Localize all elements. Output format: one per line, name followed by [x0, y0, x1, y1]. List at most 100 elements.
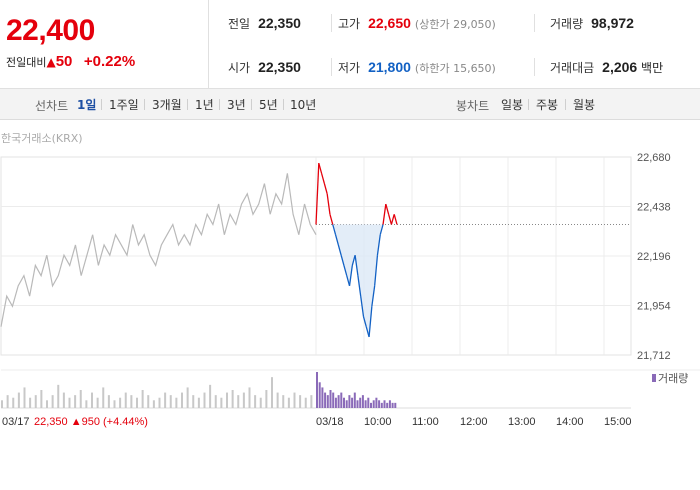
volume-bar-today — [388, 400, 391, 408]
price-box: 22,400 전일대비▲50 +0.22% — [0, 0, 209, 89]
volume-bar-prev — [287, 397, 290, 408]
volume-bar-prev — [175, 397, 178, 408]
x-tick-label: 10:00 — [364, 416, 392, 428]
volume-bar-prev — [79, 390, 82, 408]
volume-bar-prev — [62, 392, 65, 408]
candle-weekly-button[interactable]: 주봉 — [536, 98, 559, 112]
volume-bar-prev — [57, 384, 60, 408]
change-rate: +0.22% — [83, 53, 136, 70]
y-tick-label: 22,680 — [637, 152, 671, 164]
period-5y-button[interactable]: 5년 — [259, 98, 278, 112]
prev-day-line — [0, 173, 317, 327]
stat-amount: 거래대금 2,206 백만 — [550, 59, 664, 75]
volume-bar-prev — [102, 387, 105, 408]
volume-bar-today — [370, 402, 372, 408]
prev-day-rate: (+4.44%) — [103, 416, 148, 428]
volume-bar-prev — [197, 397, 200, 408]
change-row: 전일대비▲50 +0.22% — [6, 53, 135, 70]
volume-bar-prev — [68, 397, 71, 408]
period-1d-button[interactable]: 1일 — [77, 98, 97, 112]
today-up-segment — [387, 214, 393, 225]
data-source: 한국거래소(KRX) — [1, 132, 83, 145]
volume-bar-today — [367, 397, 370, 408]
volume-bar-prev — [293, 392, 296, 408]
volume-bar-prev — [51, 395, 54, 408]
stat-open: 시가 22,350 — [228, 59, 301, 75]
up-arrow-icon: ▲ — [46, 55, 56, 69]
volume-bar-prev — [141, 390, 144, 408]
today-up-segment — [320, 173, 326, 184]
x-tick-label: 11:00 — [412, 416, 439, 428]
today-up-segment — [315, 163, 320, 225]
volume-bar-today — [383, 400, 386, 408]
volume-bar-prev — [130, 395, 133, 408]
y-tick-label: 21,954 — [637, 301, 671, 313]
today-down-segment — [332, 224, 337, 235]
today-down-segment — [346, 275, 351, 287]
today-up-segment — [323, 183, 328, 194]
volume-bar-today — [334, 397, 337, 408]
stat-volume: 거래량 98,972 — [550, 15, 634, 31]
prev-day-close: 22,350 — [34, 416, 71, 428]
x-tick-label: 13:00 — [508, 416, 536, 428]
volume-bar-today — [343, 397, 345, 408]
today-down-segment — [334, 234, 339, 246]
x-tick-label: 14:00 — [556, 416, 584, 428]
volume-bar-prev — [136, 397, 138, 408]
volume-bar-prev — [186, 387, 189, 408]
volume-bar-prev — [1, 400, 3, 408]
volume-bar-prev — [203, 392, 206, 408]
volume-bar-prev — [12, 397, 15, 408]
volume-bar-today — [391, 402, 394, 408]
change-label: 전일대비 — [6, 56, 47, 69]
volume-bar-today — [386, 402, 389, 408]
volume-bar-prev — [214, 395, 217, 408]
candle-daily-button[interactable]: 일봉 — [501, 98, 524, 112]
today-down-segment — [362, 316, 367, 327]
volume-bar-prev — [209, 384, 212, 408]
today-down-segment — [368, 306, 373, 338]
volume-legend-swatch — [652, 374, 656, 382]
today-up-segment — [329, 214, 334, 225]
period-10y-button[interactable]: 10년 — [290, 98, 317, 112]
change-value: 50 — [55, 53, 73, 70]
volume-bar-today — [356, 400, 359, 408]
volume-bar-prev — [147, 395, 150, 408]
volume-bar-today — [372, 400, 375, 408]
volume-bar-today — [359, 397, 362, 408]
period-1y-button[interactable]: 1년 — [195, 98, 214, 112]
volume-bar-today — [345, 400, 348, 408]
volume-bar-today — [351, 397, 354, 408]
volume-bar-prev — [91, 392, 93, 408]
stat-high: 고가 22,650 (상한가 29,050) — [338, 15, 496, 31]
period-1w-button[interactable]: 1주일 — [109, 98, 139, 112]
volume-bar-prev — [74, 395, 77, 408]
volume-bar-prev — [254, 395, 257, 408]
candle-monthly-button[interactable]: 월봉 — [573, 98, 596, 112]
volume-bar-prev — [282, 395, 285, 408]
volume-bar-prev — [192, 395, 195, 408]
volume-bar-today — [324, 392, 327, 408]
volume-bar-prev — [237, 395, 240, 408]
volume-bar-prev — [304, 397, 307, 408]
volume-bar-today — [316, 372, 318, 408]
today-down-segment — [374, 255, 379, 286]
volume-bar-prev — [113, 400, 116, 408]
volume-bar-prev — [17, 392, 20, 408]
volume-bar-today — [337, 395, 340, 408]
volume-bar-prev — [6, 395, 9, 408]
quote-header: 22,400 전일대비▲50 +0.22% 전일 22,350 고가 22,650(… — [0, 0, 700, 89]
today-up-segment — [385, 203, 390, 215]
volume-bar-prev — [107, 395, 110, 408]
current-price: 22,400 — [6, 14, 95, 47]
today-down-segment — [348, 265, 353, 286]
volume-bar-prev — [46, 400, 48, 408]
today-down-segment — [343, 265, 348, 276]
period-3y-button[interactable]: 3년 — [227, 98, 246, 112]
today-down-segment — [376, 234, 381, 256]
today-up-segment — [318, 162, 323, 174]
period-3m-button[interactable]: 3개월 — [152, 98, 182, 112]
today-up-segment — [382, 203, 387, 225]
volume-bar-today — [364, 400, 367, 408]
